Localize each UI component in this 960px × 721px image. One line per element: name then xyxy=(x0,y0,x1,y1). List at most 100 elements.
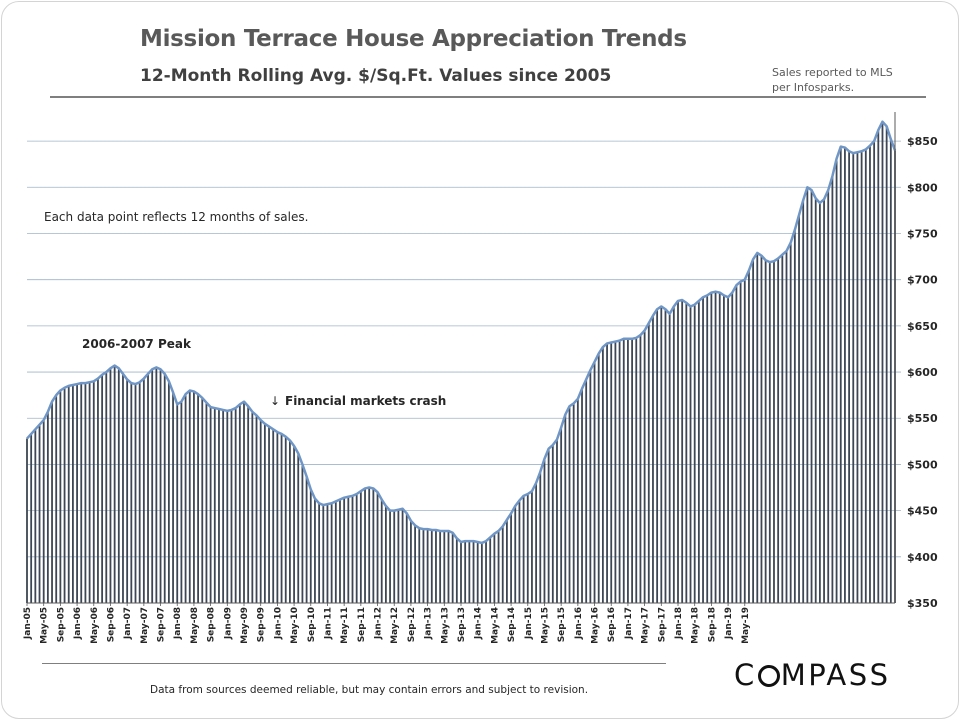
bar xyxy=(280,433,283,603)
x-tick-label: Sep-18 xyxy=(707,607,717,642)
bar xyxy=(727,297,729,603)
source-note: Sales reported to MLS per Infosparks. xyxy=(772,65,893,95)
bar xyxy=(564,414,567,603)
bar xyxy=(410,520,412,603)
bar xyxy=(26,438,28,603)
bar xyxy=(247,406,250,603)
source-note-line-1: Sales reported to MLS xyxy=(772,66,893,79)
bar xyxy=(760,255,763,603)
bar xyxy=(706,295,709,603)
y-tick-label: $500 xyxy=(907,458,938,471)
bar xyxy=(618,340,621,603)
bar xyxy=(355,493,358,603)
bar xyxy=(289,440,291,603)
bar xyxy=(276,432,279,603)
bar xyxy=(142,378,145,603)
bar xyxy=(55,395,58,603)
x-tick-label: Sep-05 xyxy=(56,607,66,642)
bar xyxy=(844,147,846,604)
bar xyxy=(852,153,855,603)
y-tick-label: $400 xyxy=(907,551,938,564)
bar xyxy=(672,306,675,603)
bar xyxy=(756,252,759,603)
bar xyxy=(806,187,809,604)
bar xyxy=(526,493,529,603)
x-tick-label: Sep-09 xyxy=(257,607,267,642)
bar xyxy=(430,530,433,603)
bar xyxy=(330,503,333,603)
bar xyxy=(80,383,83,603)
bar xyxy=(339,499,341,603)
bar xyxy=(464,541,467,603)
bar xyxy=(556,439,558,603)
bar xyxy=(384,506,387,603)
bar xyxy=(785,251,788,603)
bar xyxy=(347,496,350,603)
bar xyxy=(184,394,187,603)
bar xyxy=(238,404,241,603)
bar xyxy=(72,384,74,603)
x-tick-label: May-10 xyxy=(290,607,300,644)
bar xyxy=(739,281,742,603)
x-tick-label: May-08 xyxy=(190,607,200,644)
bar xyxy=(151,369,154,603)
bar xyxy=(768,262,771,603)
bar xyxy=(372,488,375,603)
y-tick-label: $600 xyxy=(907,366,938,379)
x-tick-labels: Jan-05 May-05 Sep-05 Jan-06 May-06 Sep-06 Jan-… xyxy=(23,603,751,644)
bar xyxy=(113,365,116,603)
y-tick-label: $350 xyxy=(907,597,938,610)
bar xyxy=(76,384,78,603)
x-tick-label: May-19 xyxy=(741,607,751,644)
x-tick-label: Jan-15 xyxy=(524,607,534,640)
bar xyxy=(660,306,663,603)
bar xyxy=(798,215,800,603)
x-tick-label: Sep-17 xyxy=(657,607,667,642)
bar xyxy=(130,383,133,603)
bar xyxy=(259,420,262,603)
bar xyxy=(643,330,646,603)
bar xyxy=(764,260,767,603)
bar xyxy=(455,538,458,603)
bar xyxy=(138,382,141,603)
bar xyxy=(585,379,588,603)
bar xyxy=(284,436,287,603)
x-tick-label: Sep-14 xyxy=(507,607,517,642)
bar xyxy=(193,391,195,603)
bar xyxy=(702,297,704,603)
bar xyxy=(647,323,650,603)
bar xyxy=(818,202,821,603)
x-tick-label: Jan-18 xyxy=(674,607,684,640)
bar xyxy=(581,388,583,603)
x-tick-label: Sep-10 xyxy=(307,607,317,642)
bar xyxy=(752,259,755,603)
bar xyxy=(568,406,571,603)
bar xyxy=(213,408,216,603)
bar xyxy=(514,506,517,603)
x-tick-label: Sep-06 xyxy=(106,607,116,642)
bar xyxy=(610,342,613,603)
x-tick-label: Jan-07 xyxy=(123,607,133,640)
bar xyxy=(439,530,442,603)
bar xyxy=(681,299,684,603)
y-tick-label: $850 xyxy=(907,135,938,148)
bar xyxy=(885,126,888,604)
x-tick-label: Jan-17 xyxy=(624,607,634,640)
bar xyxy=(126,379,129,603)
bar xyxy=(134,384,137,603)
bar xyxy=(606,343,608,603)
x-tick-label: Sep-07 xyxy=(157,607,167,642)
bar xyxy=(293,445,295,603)
gridlines xyxy=(27,140,901,558)
bar xyxy=(693,304,696,603)
bar xyxy=(793,229,796,603)
bar xyxy=(539,471,542,603)
bar xyxy=(864,149,867,603)
bar xyxy=(856,152,859,603)
bar xyxy=(718,292,721,603)
bar xyxy=(84,383,87,603)
bar xyxy=(860,151,863,603)
y-tick-labels: $350 $400 $450 $500 $550 $600 $650 $700 $750 $800… xyxy=(907,135,938,610)
bar xyxy=(309,489,312,603)
bar xyxy=(301,464,304,603)
